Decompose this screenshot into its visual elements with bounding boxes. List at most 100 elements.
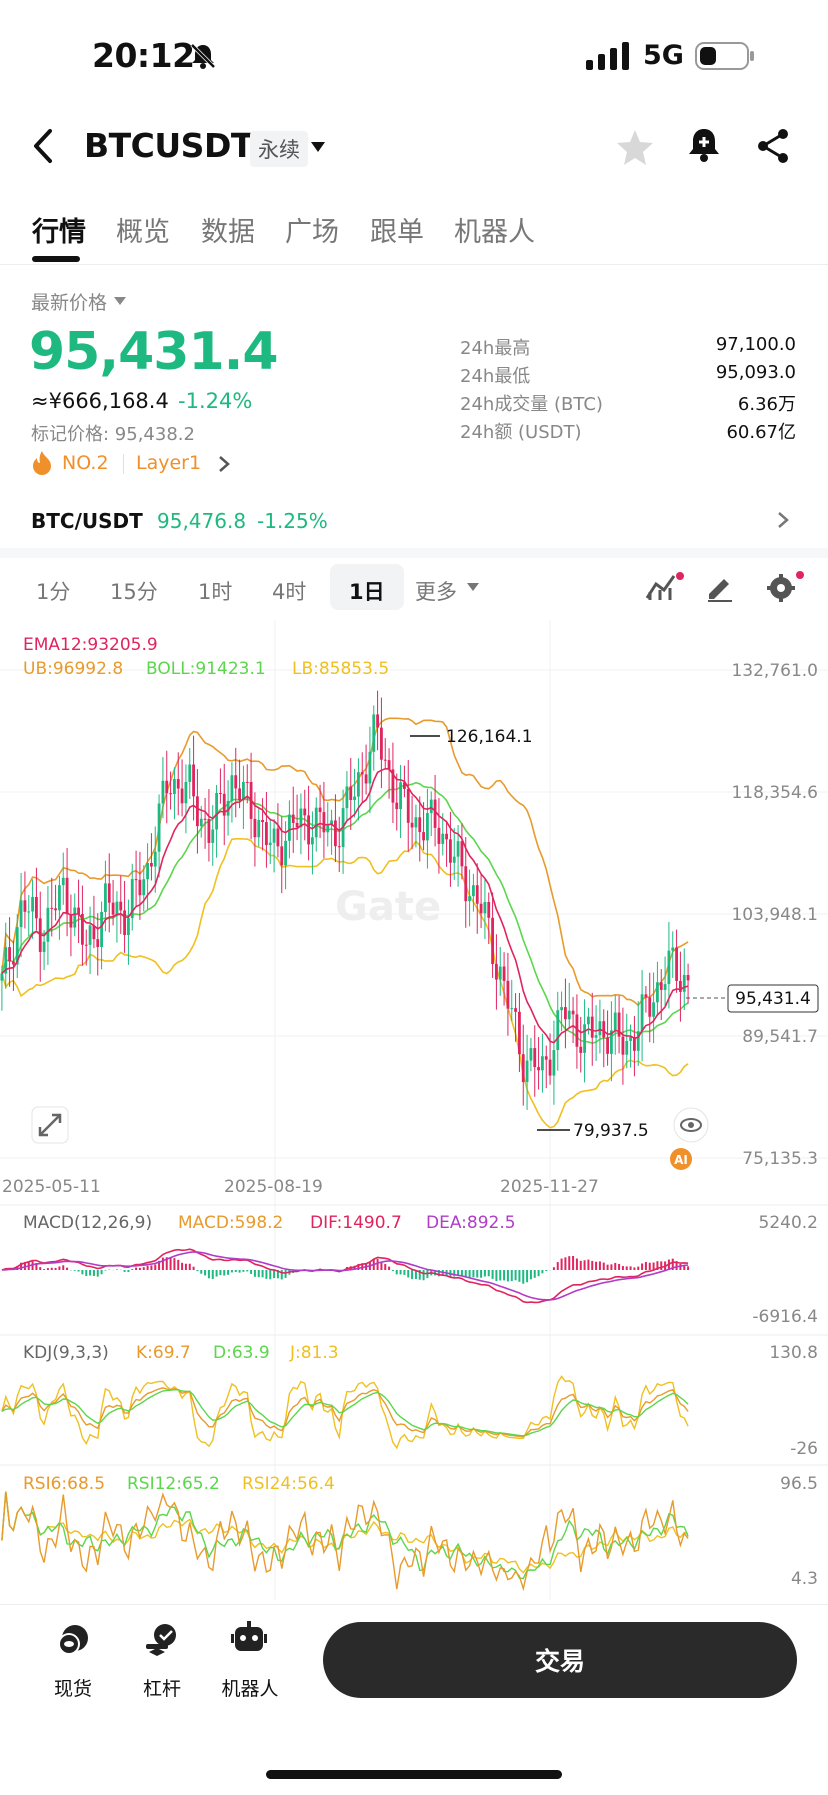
candle-body <box>560 1007 563 1011</box>
candle-body <box>399 782 402 810</box>
candle-body <box>682 974 686 992</box>
candle-body <box>360 772 364 775</box>
candle-body <box>391 769 395 803</box>
bottom-divider <box>0 1604 828 1605</box>
candle-body <box>299 808 303 828</box>
candle-body <box>510 1008 514 1010</box>
latest-price-dropdown-icon[interactable] <box>113 296 127 306</box>
ub-label: UB:96992.8 <box>23 659 123 679</box>
home-indicator[interactable] <box>266 1770 562 1779</box>
nav-margin-label[interactable]: 杠杆 <box>142 1678 181 1700</box>
latest-price-label[interactable]: 最新价格 <box>31 292 108 314</box>
candle-body <box>84 944 88 946</box>
interval-4h[interactable]: 4时 <box>272 580 307 604</box>
nav-spot-label[interactable]: 现货 <box>53 1678 92 1700</box>
candle-body <box>353 796 356 801</box>
spot-chevron-icon[interactable] <box>777 511 789 529</box>
current-price-label: 95,431.4 <box>735 989 811 1009</box>
chart-settings-icon[interactable] <box>765 570 805 604</box>
draw-tool-icon[interactable] <box>705 572 735 602</box>
candle-body <box>487 902 491 918</box>
battery-icon <box>695 42 754 70</box>
candle-body <box>180 788 184 804</box>
tab-active-indicator <box>32 256 80 262</box>
boll-label: BOLL:91423.1 <box>146 659 266 679</box>
tab-overview[interactable]: 概览 <box>116 217 170 248</box>
candle-body <box>422 832 425 841</box>
kdj-max: 130.8 <box>769 1343 818 1363</box>
sector-tag[interactable]: Layer1 <box>136 452 202 474</box>
pair-dropdown-icon[interactable] <box>309 140 327 154</box>
spot-pair-label[interactable]: BTC/USDT <box>31 509 143 533</box>
interval-15m[interactable]: 15分 <box>110 580 158 604</box>
candle-body <box>495 964 498 980</box>
indicators-icon[interactable] <box>644 570 684 604</box>
candle-body <box>173 779 176 795</box>
candle-body <box>686 974 690 981</box>
favorite-star-icon[interactable] <box>616 128 654 166</box>
candle-body <box>215 793 218 830</box>
candle-body <box>498 966 502 980</box>
candle-body <box>529 1048 533 1061</box>
interval-1d[interactable]: 1日 <box>349 580 385 604</box>
interval-1m[interactable]: 1分 <box>36 580 71 604</box>
price-alert-icon[interactable] <box>687 126 721 164</box>
back-icon[interactable] <box>28 128 58 164</box>
candle-body <box>426 813 429 841</box>
rsi24: RSI24:56.4 <box>242 1474 335 1494</box>
candle-body <box>161 780 165 804</box>
sector-chevron-icon[interactable] <box>218 455 230 473</box>
candle-body <box>564 1007 567 1020</box>
eye-icon[interactable] <box>673 1107 709 1143</box>
candle-body <box>4 947 8 974</box>
candle-body <box>491 917 494 965</box>
margin-icon[interactable] <box>143 1622 181 1658</box>
rsi-max: 96.5 <box>780 1474 818 1494</box>
tab-market[interactable]: 行情 <box>32 217 86 248</box>
candle-body <box>452 856 456 863</box>
kdj-j-line <box>1 1375 689 1450</box>
candle-body <box>380 727 383 760</box>
pair-title[interactable]: BTCUSDT <box>84 126 253 165</box>
candle-body <box>50 907 54 909</box>
candle-body <box>150 862 153 867</box>
candle-body <box>245 781 249 783</box>
robot-icon[interactable] <box>231 1620 267 1656</box>
interval-1h[interactable]: 1时 <box>198 580 233 604</box>
price-change-percent: -1.24% <box>178 389 253 413</box>
y-tick-4: 89,541.7 <box>742 1027 818 1047</box>
candle-body <box>652 1002 655 1017</box>
interval-more[interactable]: 更多 <box>415 580 457 604</box>
tab-bots[interactable]: 机器人 <box>454 217 535 248</box>
kdj-panel <box>1 1375 689 1450</box>
candle-body <box>456 841 460 857</box>
x-tick-2: 2025-08-19 <box>224 1177 323 1197</box>
candle-body <box>19 900 23 928</box>
share-icon[interactable] <box>756 128 790 164</box>
ema-line <box>1 767 689 1044</box>
boll-mid-line <box>1 781 689 1045</box>
dea-line <box>1 1251 689 1301</box>
candle-body <box>594 1035 598 1038</box>
mark-price: 标记价格: 95,438.2 <box>31 424 195 445</box>
rank-badge[interactable]: NO.2 <box>62 452 109 474</box>
ai-badge-icon[interactable]: AI <box>670 1148 692 1170</box>
candle-body <box>587 1016 590 1025</box>
candle-body <box>472 885 475 897</box>
candle-body <box>449 839 452 863</box>
tab-data[interactable]: 数据 <box>201 217 255 248</box>
tab-square[interactable]: 广场 <box>285 217 339 248</box>
fullscreen-button[interactable] <box>31 1106 69 1144</box>
candle-body <box>410 822 414 828</box>
candle-body <box>46 907 50 942</box>
more-dropdown-icon[interactable] <box>466 582 480 592</box>
price-chart[interactable]: Gate EMA12:93205.9 UB:96992.8 BOLL:91423… <box>0 620 828 1600</box>
trade-button[interactable]: 交易 <box>323 1622 797 1698</box>
tab-copy-trading[interactable]: 跟单 <box>370 217 424 248</box>
nav-robot-label[interactable]: 机器人 <box>221 1678 279 1700</box>
candle-body <box>368 751 372 784</box>
candle-body <box>65 877 69 915</box>
rsi24-line <box>1 1491 689 1574</box>
candle-body <box>81 913 84 945</box>
spot-icon[interactable] <box>55 1622 91 1658</box>
